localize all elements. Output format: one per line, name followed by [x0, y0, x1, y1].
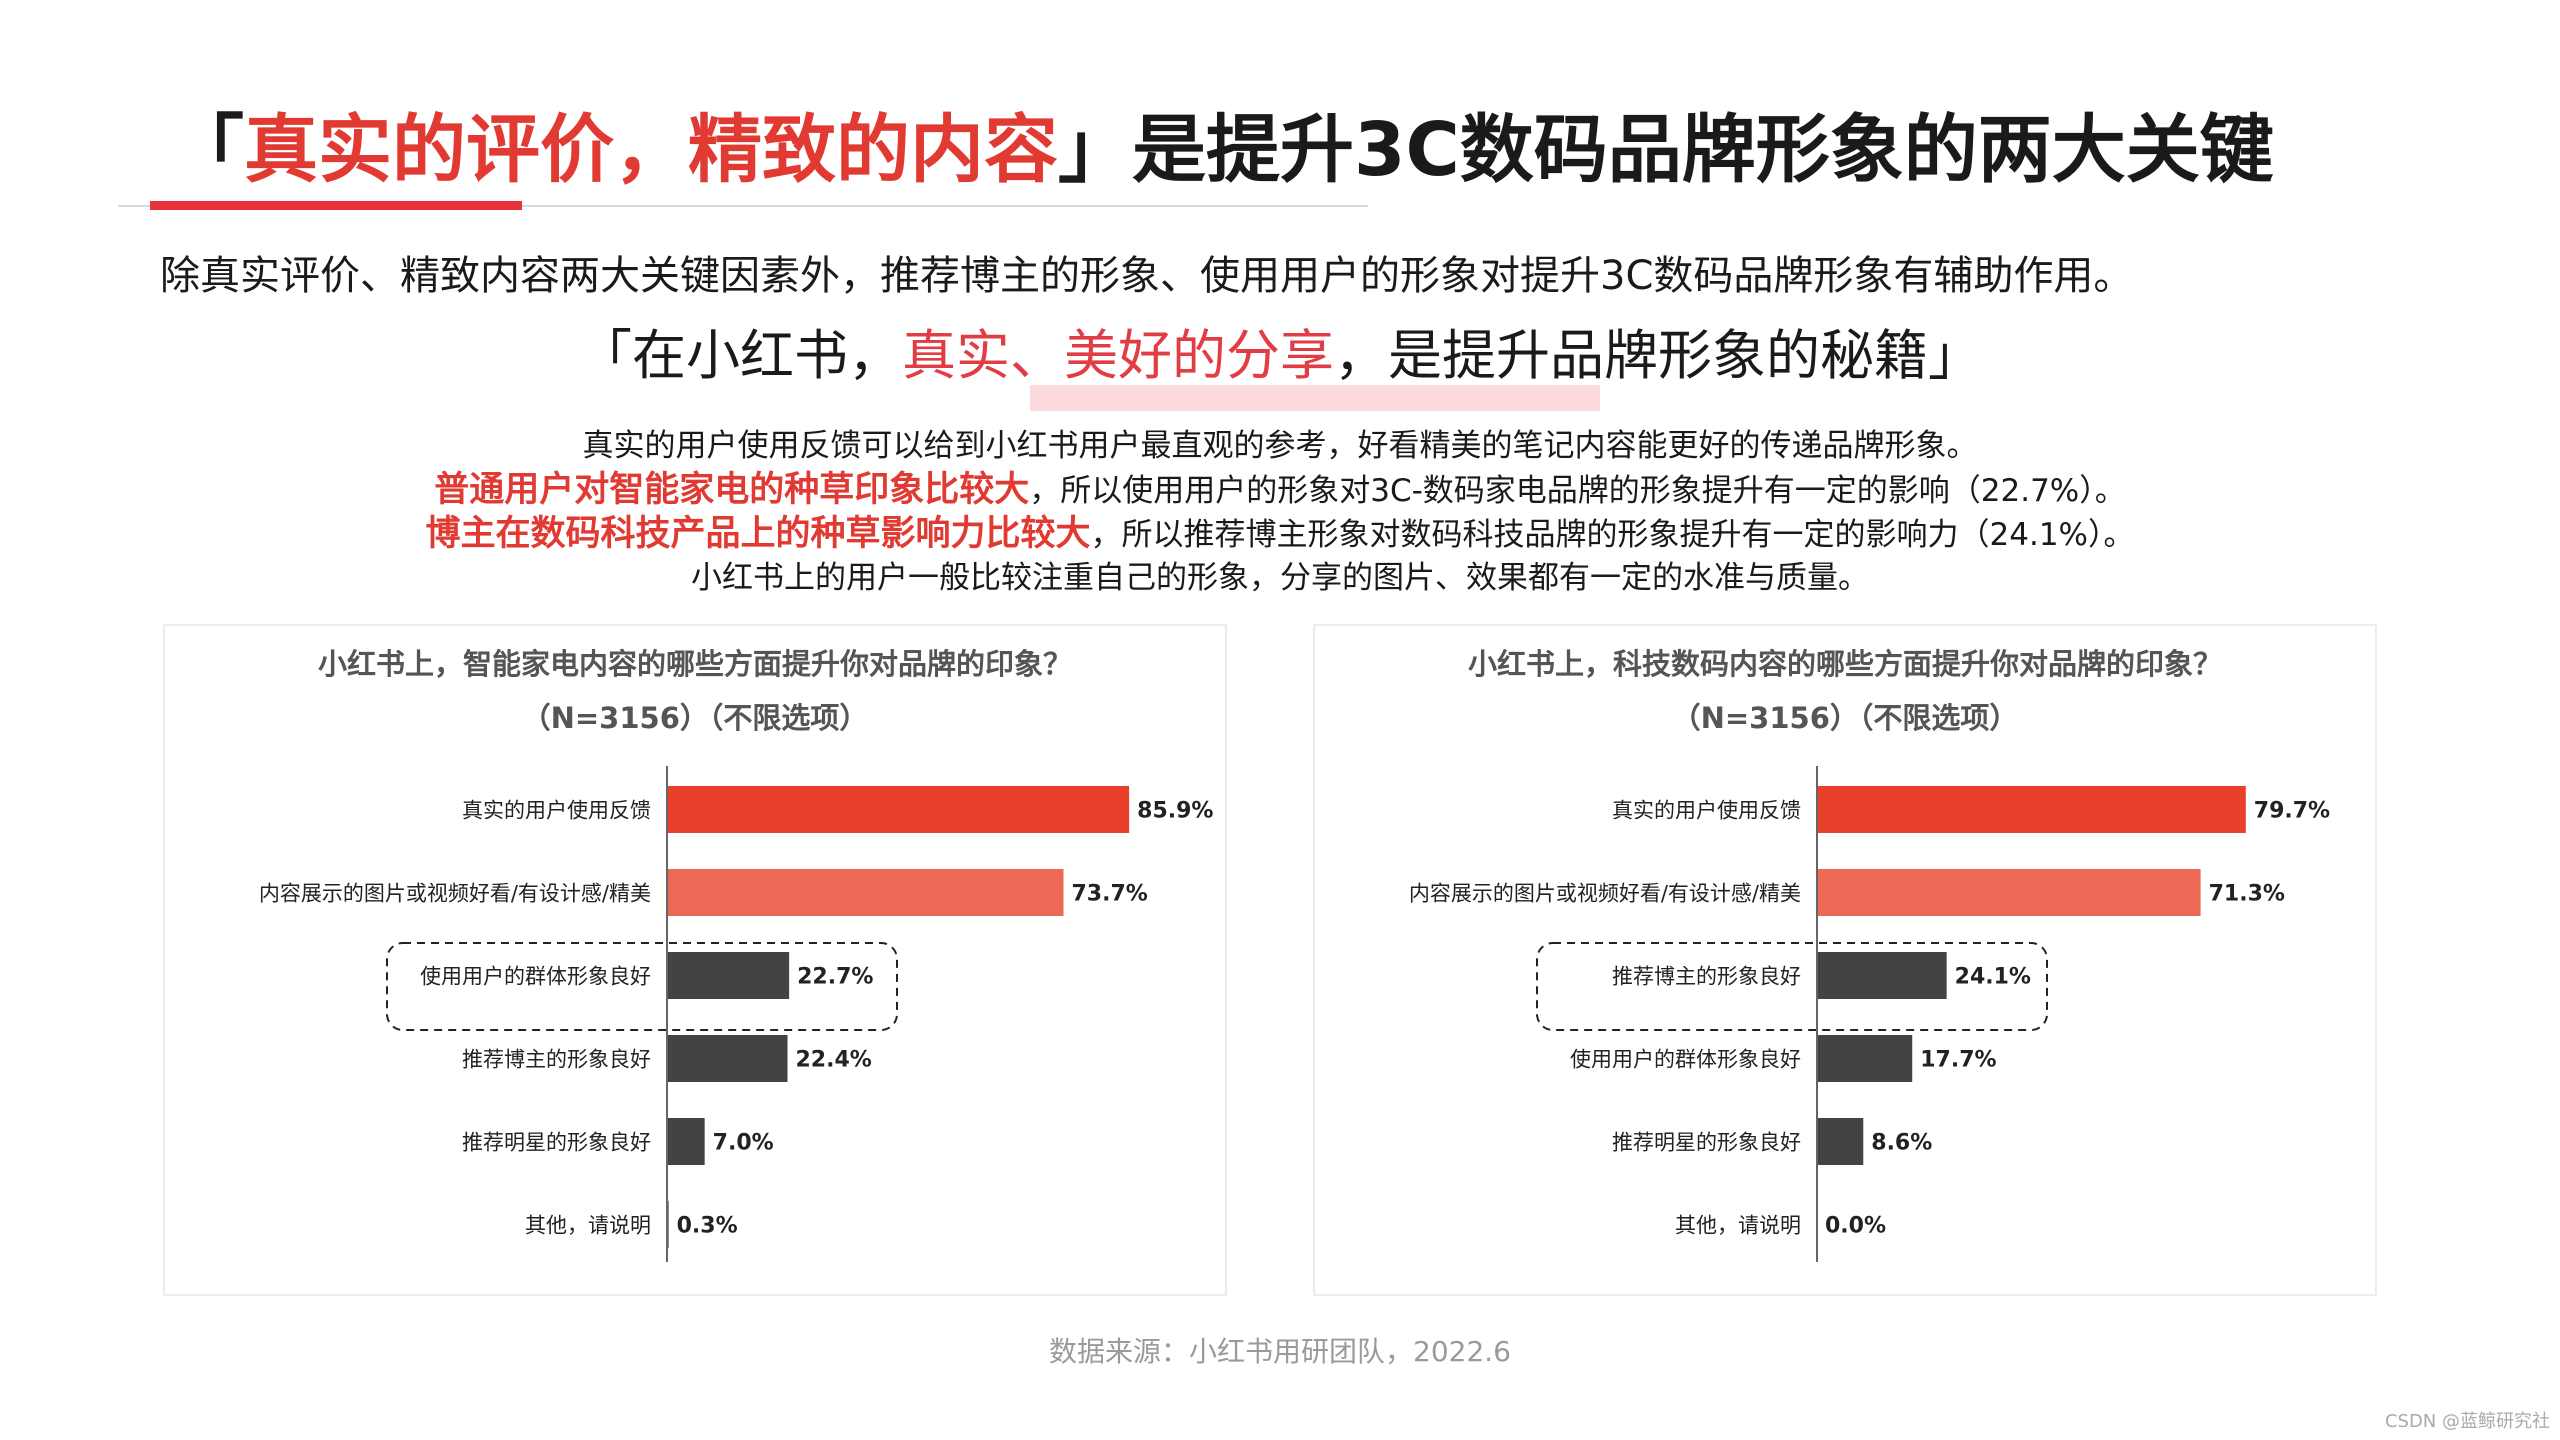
description-line-2-rest: ，所以使用用户的形象对3C-数码家电品牌的形象提升有一定的影响（22.7%）。	[1029, 473, 2126, 509]
category-label: 内容展示的图片或视频好看/有设计感/精美	[1409, 882, 1801, 906]
bar-chart-digital-tech: 真实的用户使用反馈 79.7% 内容展示的图片或视频好看/有设计感/精美 71.3% 推…	[1409, 766, 2330, 1262]
highlight-box	[386, 942, 898, 1031]
category-label: 真实的用户使用反馈	[462, 799, 651, 823]
value-label: 85.9%	[1137, 799, 1213, 824]
quote-highlight-bar	[1030, 385, 1600, 411]
category-label: 其他，请说明	[525, 1214, 651, 1238]
page-title: 「真实的评价，精致的内容」是提升3C数码品牌形象的两大关键	[170, 100, 2274, 200]
chart-panel-digital-tech: 小红书上，科技数码内容的哪些方面提升你对品牌的印象？ （N=3156）（不限选项…	[1313, 624, 2377, 1296]
value-label: 79.7%	[2254, 799, 2330, 824]
quote-part1: 「在小红书，	[578, 324, 902, 387]
value-label: 0.0%	[1825, 1214, 1886, 1239]
description-line-3: 博主在数码科技产品上的种草影响力比较大，所以推荐博主形象对数码科技品牌的形象提升…	[0, 512, 2560, 557]
description-line-3-rest: ，所以推荐博主形象对数码科技品牌的形象提升有一定的影响力（24.1%）。	[1090, 517, 2135, 553]
description-line-4: 小红书上的用户一般比较注重自己的形象，分享的图片、效果都有一定的水准与质量。	[691, 560, 1869, 596]
value-label: 73.7%	[1072, 882, 1148, 907]
value-label: 8.6%	[1871, 1131, 1932, 1156]
category-label: 内容展示的图片或视频好看/有设计感/精美	[259, 882, 651, 906]
bar	[1817, 1118, 1864, 1165]
title-highlight: 真实的评价，精致的内容	[244, 107, 1058, 193]
category-label: 使用用户的群体形象良好	[1570, 1048, 1801, 1072]
title-bracket-close: 」	[1058, 107, 1132, 193]
quote-highlight-text: 真实、美好的分享	[902, 324, 1334, 387]
key-quote: 「在小红书，真实、美好的分享，是提升品牌形象的秘籍」	[0, 320, 2560, 392]
value-label: 22.4%	[796, 1048, 872, 1073]
category-label: 推荐博主的形象良好	[462, 1048, 651, 1072]
value-label: 17.7%	[1920, 1048, 1996, 1073]
data-source: 数据来源：小红书用研团队，2022.6	[1049, 1335, 1511, 1368]
bar	[667, 786, 1130, 833]
value-label: 7.0%	[713, 1131, 774, 1156]
bar	[667, 1035, 788, 1082]
bar	[1817, 786, 2246, 833]
chart-panel-smart-home: 小红书上，智能家电内容的哪些方面提升你对品牌的印象？ （N=3156）（不限选项…	[163, 624, 1227, 1296]
description-line-3-emphasis: 博主在数码科技产品上的种草影响力比较大	[425, 514, 1091, 554]
title-divider	[118, 205, 1368, 207]
title-bracket-open: 「	[170, 107, 244, 193]
category-label: 真实的用户使用反馈	[1612, 799, 1801, 823]
bar	[1817, 952, 1947, 999]
category-label: 推荐博主的形象良好	[1612, 965, 1801, 989]
description-line-2-emphasis: 普通用户对智能家电的种草印象比较大	[434, 470, 1030, 510]
value-label: 71.3%	[2209, 882, 2285, 907]
bar	[667, 869, 1064, 916]
description-line-1: 真实的用户使用反馈可以给到小红书用户最直观的参考，好看精美的笔记内容能更好的传递…	[582, 428, 1978, 464]
title-rest: 是提升3C数码品牌形象的两大关键	[1132, 107, 2274, 193]
category-label: 推荐明星的形象良好	[462, 1131, 651, 1155]
bar	[667, 1118, 705, 1165]
highlight-box	[1536, 942, 2048, 1031]
category-label: 推荐明星的形象良好	[1612, 1131, 1801, 1155]
bar-chart-smart-home: 真实的用户使用反馈 85.9% 内容展示的图片或视频好看/有设计感/精美 73.7% 使…	[259, 766, 1213, 1262]
category-label: 其他，请说明	[1675, 1214, 1801, 1238]
description-line-2: 普通用户对智能家电的种草印象比较大，所以使用用户的形象对3C-数码家电品牌的形象…	[0, 468, 2560, 513]
category-label: 使用用户的群体形象良好	[420, 965, 651, 989]
chart-subtitle: （N=3156）（不限选项）	[521, 701, 869, 735]
value-label: 24.1%	[1955, 965, 2031, 990]
watermark: CSDN @蓝鲸研究社	[2384, 1411, 2550, 1432]
chart-title: 小红书上，科技数码内容的哪些方面提升你对品牌的印象？	[1467, 647, 2222, 681]
value-label: 22.7%	[797, 965, 873, 990]
title-accent-bar	[150, 201, 522, 210]
chart-title: 小红书上，智能家电内容的哪些方面提升你对品牌的印象？	[317, 647, 1072, 681]
bar	[667, 952, 790, 999]
quote-part2: ，是提升品牌形象的秘籍」	[1334, 324, 1982, 387]
bar	[1817, 869, 2201, 916]
page-subtitle: 除真实评价、精致内容两大关键因素外，推荐博主的形象、使用用户的形象对提升3C数码…	[160, 253, 2134, 299]
chart-subtitle: （N=3156）（不限选项）	[1671, 701, 2019, 735]
bar	[1817, 1035, 1913, 1082]
value-label: 0.3%	[677, 1214, 738, 1239]
